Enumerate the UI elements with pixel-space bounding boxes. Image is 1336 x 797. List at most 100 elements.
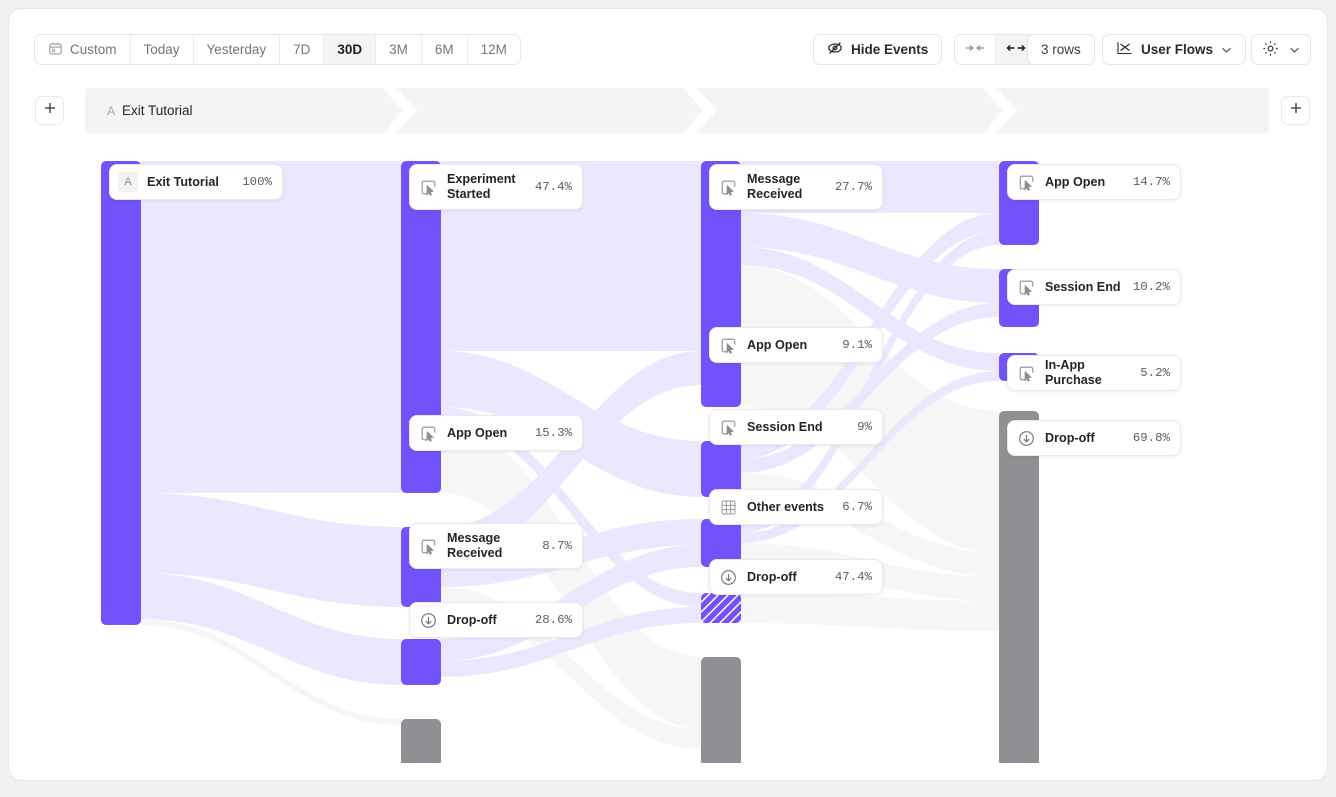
date-range-label: 7D: [293, 42, 311, 57]
sankey-node-card[interactable]: Drop-off 28.6%: [409, 602, 583, 638]
view-type-button[interactable]: User Flows: [1102, 34, 1247, 65]
sankey-link[interactable]: [741, 231, 999, 533]
date-range-today[interactable]: Today: [130, 35, 194, 64]
sankey-node-bar[interactable]: [101, 161, 141, 625]
sankey-link[interactable]: [441, 351, 701, 561]
sankey-node-label: App Open: [447, 425, 508, 440]
sankey-node-card[interactable]: Session End 9%: [709, 409, 883, 445]
sankey-node-bar[interactable]: [701, 593, 741, 623]
sankey-node-label: Experiment Started: [447, 172, 516, 201]
flow-chart-icon: [1116, 40, 1133, 59]
date-range-label: Today: [143, 42, 180, 57]
sankey-link[interactable]: [141, 161, 401, 493]
sankey-node-label: App Open: [747, 337, 808, 352]
sankey-node-card[interactable]: In-App Purchase 5.2%: [1007, 355, 1181, 391]
date-range-label: Yesterday: [206, 42, 267, 57]
sankey-link[interactable]: [441, 587, 701, 749]
sankey-node-percent: 69.8%: [1132, 431, 1170, 445]
sankey-node-bar[interactable]: [401, 719, 441, 763]
sankey-node-bar[interactable]: [401, 639, 441, 685]
date-range-3m[interactable]: 3M: [376, 35, 422, 64]
dropoff-icon: [1016, 428, 1036, 448]
sankey-node-card[interactable]: Drop-off 47.4%: [709, 559, 883, 595]
sankey-node-label: Other events: [747, 499, 824, 514]
date-range-label: 6M: [434, 42, 454, 57]
sankey-node-percent: 100%: [242, 175, 272, 189]
date-range-12m[interactable]: 12M: [467, 35, 520, 64]
sankey-link[interactable]: [141, 573, 401, 685]
sankey-link[interactable]: [441, 607, 701, 677]
collapse-horizontal-button[interactable]: [955, 35, 996, 64]
sankey-node-card[interactable]: Session End 10.2%: [1007, 269, 1181, 305]
sankey-link[interactable]: [741, 593, 999, 631]
sankey-node-label: App Open: [1045, 174, 1106, 189]
sankey-node-bar[interactable]: [401, 161, 441, 493]
date-range-6m[interactable]: 6M: [421, 35, 468, 64]
sankey-node-label: Session End: [747, 419, 823, 434]
date-range-label: 30D: [337, 42, 363, 57]
cursor-event-icon: [1016, 363, 1036, 383]
sankey-node-percent: 14.7%: [1132, 175, 1170, 189]
plus-icon: [43, 101, 57, 120]
dropoff-icon: [418, 610, 438, 630]
rows-label: 3 rows: [1041, 42, 1081, 57]
letter-a-badge: A: [118, 172, 138, 192]
sankey-node-percent: 15.3%: [534, 426, 572, 440]
sankey-node-bar[interactable]: [999, 411, 1039, 763]
sankey-link[interactable]: [741, 247, 999, 371]
sankey-node-card[interactable]: Message Received 8.7%: [409, 523, 583, 569]
date-range-segmented-control[interactable]: Custom Today Yesterday 7D 30D 3M 6M 12M: [34, 34, 521, 65]
sankey-node-card[interactable]: Experiment Started 47.4%: [409, 164, 583, 210]
sankey-node-bar[interactable]: [701, 441, 741, 497]
date-range-label: 3M: [389, 42, 408, 57]
add-step-right-button[interactable]: [1281, 96, 1310, 125]
sankey-link[interactable]: [141, 493, 401, 607]
sankey-node-percent: 47.4%: [534, 180, 572, 194]
step-breadcrumb-bar: A Exit Tutorial: [85, 86, 1269, 135]
date-range-yesterday[interactable]: Yesterday: [193, 35, 281, 64]
sankey-node-percent: 47.4%: [834, 570, 872, 584]
date-range-7d[interactable]: 7D: [280, 35, 325, 64]
sankey-node-label: Drop-off: [447, 612, 497, 627]
chevron-down-icon: [1289, 42, 1300, 57]
width-toggle-group[interactable]: [954, 34, 1037, 65]
expand-horizontal-icon: [1006, 41, 1026, 58]
sankey-node-label: Message Received: [747, 172, 803, 201]
sankey-node-percent: 8.7%: [542, 539, 572, 553]
user-flows-window: Custom Today Yesterday 7D 30D 3M 6M 12M Hide Ev…: [8, 8, 1328, 781]
cursor-event-icon: [718, 177, 738, 197]
sankey-node-card[interactable]: Message Received 27.7%: [709, 164, 883, 210]
sankey-node-card[interactable]: App Open 9.1%: [709, 327, 883, 363]
date-range-custom[interactable]: Custom: [35, 35, 131, 64]
sankey-node-label: Exit Tutorial: [147, 174, 219, 189]
rows-selector-button[interactable]: 3 rows: [1027, 34, 1095, 65]
date-range-label: 12M: [480, 42, 507, 57]
hide-events-button[interactable]: Hide Events: [813, 34, 943, 65]
sankey-node-label: Drop-off: [1045, 430, 1095, 445]
toolbar: Custom Today Yesterday 7D 30D 3M 6M 12M Hide Ev…: [9, 9, 1327, 71]
step-bar-shape: [85, 86, 1269, 135]
cursor-event-icon: [718, 335, 738, 355]
hide-events-label: Hide Events: [851, 42, 929, 57]
sankey-link[interactable]: [441, 407, 701, 607]
add-step-left-button[interactable]: [35, 96, 64, 125]
sankey-node-card[interactable]: Drop-off 69.8%: [1007, 420, 1181, 456]
collapse-horizontal-icon: [965, 41, 985, 58]
sankey-link[interactable]: [441, 421, 701, 729]
sankey-node-label: In-App Purchase: [1045, 358, 1102, 387]
sankey-node-bar[interactable]: [701, 657, 741, 763]
sankey-node-card[interactable]: Other events 6.7%: [709, 489, 883, 525]
sankey-node-bar[interactable]: [701, 519, 741, 567]
date-range-30d[interactable]: 30D: [324, 35, 377, 64]
sankey-link[interactable]: [741, 371, 999, 543]
breadcrumb-step-exit-tutorial[interactable]: A Exit Tutorial: [107, 88, 193, 133]
step-badge-letter: A: [107, 103, 116, 118]
sankey-node-card[interactable]: App Open 14.7%: [1007, 164, 1181, 200]
sankey-node-percent: 9.1%: [842, 338, 872, 352]
sankey-node-card[interactable]: A Exit Tutorial 100%: [109, 164, 283, 200]
grid-icon: [718, 497, 738, 517]
cursor-event-icon: [418, 536, 438, 556]
sankey-link[interactable]: [141, 619, 401, 725]
settings-button[interactable]: [1251, 34, 1311, 65]
sankey-node-card[interactable]: App Open 15.3%: [409, 415, 583, 451]
